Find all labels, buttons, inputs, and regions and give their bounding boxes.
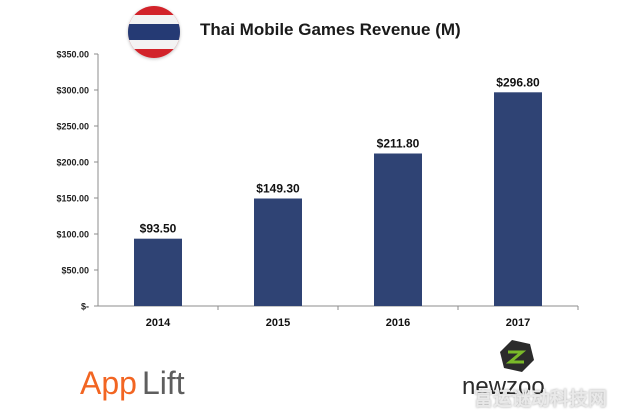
y-tick-label: $50.00 <box>61 266 89 276</box>
applift-logo-right-text: Lift <box>142 365 185 401</box>
bar <box>494 92 542 306</box>
applift-logo-left-text: App <box>80 365 137 401</box>
data-label: $296.80 <box>496 75 540 89</box>
newzoo-logo-icon <box>500 340 534 372</box>
applift-logo: App Lift <box>80 364 210 409</box>
y-tick-label: $300.00 <box>56 86 89 96</box>
bar <box>254 198 302 306</box>
x-tick-label: 2016 <box>386 317 410 329</box>
newzoo-logo: newzoo <box>460 340 610 407</box>
data-label: $93.50 <box>140 222 177 236</box>
x-tick-label: 2017 <box>506 317 530 329</box>
y-tick-label: $100.00 <box>56 230 89 240</box>
chart-title: Thai Mobile Games Revenue (M) <box>200 20 461 39</box>
thailand-flag-icon <box>128 6 180 58</box>
bar <box>134 238 182 306</box>
data-label: $211.80 <box>377 137 420 151</box>
newzoo-wordmark: newzoo <box>462 373 545 400</box>
bar <box>374 153 422 306</box>
x-tick-label: 2014 <box>146 317 171 329</box>
y-tick-label: $350.00 <box>56 50 89 60</box>
y-tick-label: $250.00 <box>56 122 89 132</box>
x-tick-label: 2015 <box>266 317 290 329</box>
y-tick-label: $200.00 <box>56 158 89 168</box>
watermark-text: 富运谜动科技网 <box>474 388 608 410</box>
y-tick-label: $- <box>81 302 89 312</box>
y-tick-label: $150.00 <box>56 194 89 204</box>
data-label: $149.30 <box>256 182 300 196</box>
